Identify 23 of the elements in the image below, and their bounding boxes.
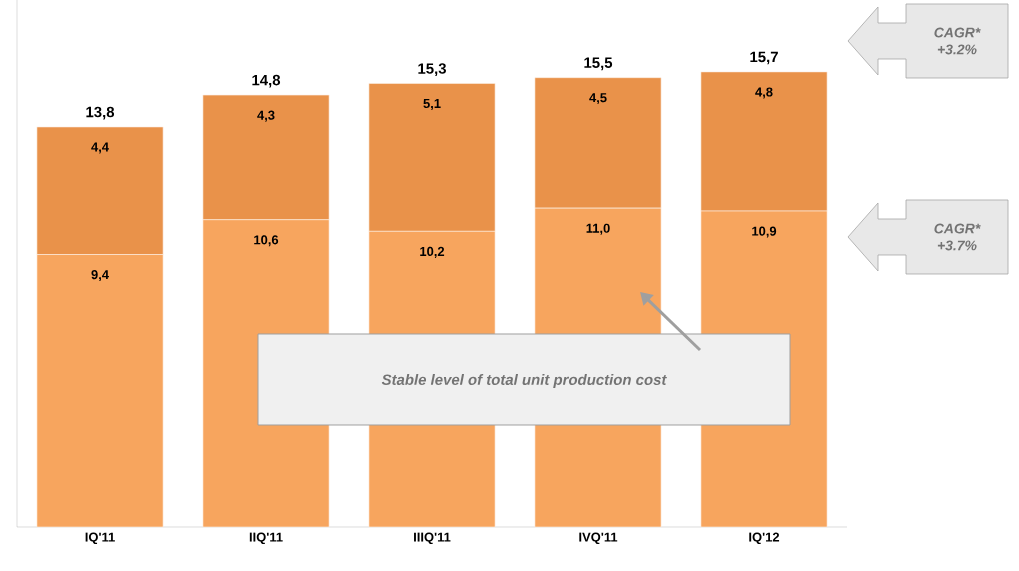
data-label: 10,2 (420, 246, 445, 258)
data-label: 5,1 (423, 99, 441, 110)
total-label: 14,8 (252, 74, 281, 88)
x-tick-label: IQ'11 (85, 532, 115, 545)
x-tick-label: IQ'12 (749, 532, 780, 545)
x-tick-label: IIQ'11 (249, 532, 283, 545)
data-label: 11,0 (586, 223, 610, 235)
total-label: 13,8 (86, 106, 115, 120)
total-label: 15,5 (584, 57, 613, 71)
data-label: 4,4 (91, 142, 109, 154)
data-label: 9,4 (91, 270, 109, 282)
data-label: 10,9 (752, 226, 777, 238)
annotation: Stable level of total unit production cost (381, 374, 667, 388)
text: CAGR* +3.2% (934, 27, 981, 55)
total-label: 15,7 (750, 51, 778, 65)
x-tick-label: IVQ'11 (579, 532, 618, 545)
data-label: 10,6 (254, 235, 279, 247)
data-label: 4,5 (589, 93, 607, 105)
total-label: 15,3 (418, 63, 446, 76)
data-label: 4,3 (257, 110, 275, 122)
text: CAGR* +3.7% (934, 223, 981, 251)
x-tick-label: IIIQ'11 (414, 532, 451, 545)
data-label: 4,8 (755, 87, 773, 99)
